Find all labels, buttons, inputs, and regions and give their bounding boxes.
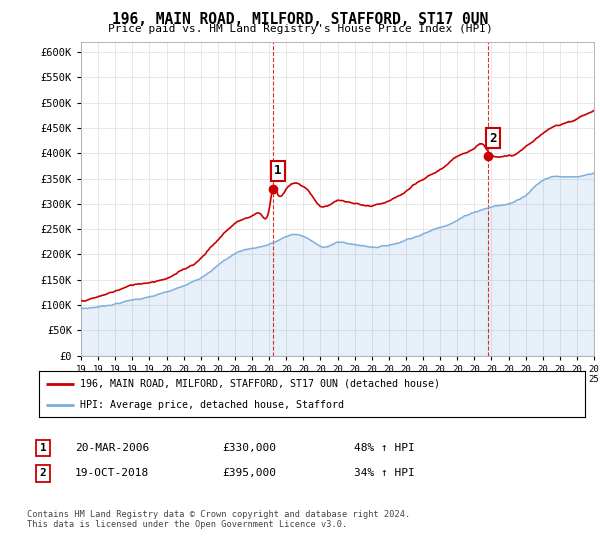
Text: 196, MAIN ROAD, MILFORD, STAFFORD, ST17 0UN: 196, MAIN ROAD, MILFORD, STAFFORD, ST17 … (112, 12, 488, 27)
Text: 196, MAIN ROAD, MILFORD, STAFFORD, ST17 0UN (detached house): 196, MAIN ROAD, MILFORD, STAFFORD, ST17 … (80, 379, 440, 389)
Text: 1: 1 (40, 443, 47, 453)
Text: 2: 2 (490, 132, 497, 144)
Text: 1: 1 (274, 165, 282, 178)
Text: 34% ↑ HPI: 34% ↑ HPI (354, 468, 415, 478)
Text: 19-OCT-2018: 19-OCT-2018 (75, 468, 149, 478)
Text: HPI: Average price, detached house, Stafford: HPI: Average price, detached house, Staf… (80, 400, 344, 410)
Text: Price paid vs. HM Land Registry's House Price Index (HPI): Price paid vs. HM Land Registry's House … (107, 24, 493, 34)
Text: 20-MAR-2006: 20-MAR-2006 (75, 443, 149, 453)
Text: Contains HM Land Registry data © Crown copyright and database right 2024.
This d: Contains HM Land Registry data © Crown c… (27, 510, 410, 529)
Text: £330,000: £330,000 (222, 443, 276, 453)
Text: 48% ↑ HPI: 48% ↑ HPI (354, 443, 415, 453)
Text: £395,000: £395,000 (222, 468, 276, 478)
Text: 2: 2 (40, 468, 47, 478)
